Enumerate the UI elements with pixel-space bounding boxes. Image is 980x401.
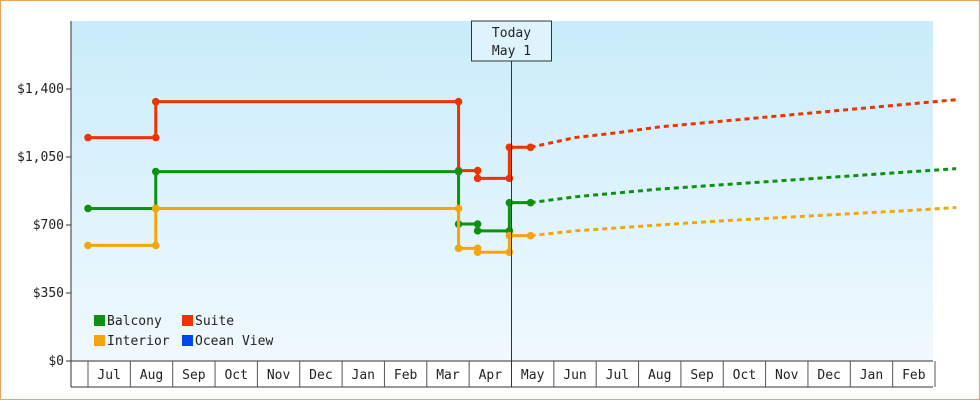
interior-point <box>151 204 160 213</box>
today-date-label: May 1 <box>492 44 531 59</box>
balcony-point <box>505 198 514 207</box>
x-tick-label: Oct <box>733 368 756 383</box>
suite-history-line <box>88 100 531 180</box>
legend-swatch-ocean-view <box>182 335 193 346</box>
y-tick-label: $1,400 <box>17 82 64 97</box>
x-tick-label: Nov <box>775 368 799 383</box>
suite-point <box>505 174 514 183</box>
y-axis: $0 $350 $700 $1,050 $1,400 <box>17 21 72 387</box>
interior-point <box>505 248 514 256</box>
interior-point <box>473 248 482 256</box>
y-tick-label: $350 <box>33 286 64 301</box>
x-tick-label: Jul <box>97 368 120 383</box>
x-tick-label: Nov <box>267 368 291 383</box>
x-tick-label: Mar <box>436 368 460 383</box>
interior-point <box>454 204 463 213</box>
interior-point <box>151 241 160 250</box>
y-tick-label: $1,050 <box>17 150 64 165</box>
interior-point <box>505 231 514 240</box>
x-tick-label: Jan <box>860 368 883 383</box>
y-tick-label: $700 <box>33 218 64 233</box>
suite-point <box>473 174 482 183</box>
legend-label-ocean-view: Ocean View <box>195 334 273 349</box>
x-tick-label: Sep <box>690 368 714 383</box>
balcony-forecast-line <box>530 167 957 205</box>
balcony-point <box>473 227 482 235</box>
x-tick-label: Aug <box>140 368 163 383</box>
balcony-point <box>151 167 160 176</box>
x-tick-label: May <box>521 368 545 383</box>
legend-swatch-balcony <box>94 315 105 326</box>
legend-swatch-interior <box>94 335 105 346</box>
y-tick-label: $0 <box>48 354 64 369</box>
balcony-point <box>454 167 463 176</box>
suite-point <box>84 133 92 142</box>
balcony-point <box>84 204 92 213</box>
x-tick-label: Jul <box>606 368 629 383</box>
suite-point <box>454 97 463 106</box>
legend-label-suite: Suite <box>195 314 234 329</box>
today-marker: Today May 1 <box>471 20 552 387</box>
series-layer <box>84 97 957 256</box>
suite-forecast-line <box>530 98 957 149</box>
suite-point <box>151 133 160 142</box>
legend: Balcony Suite Interior Ocean View <box>94 314 273 349</box>
today-label: Today <box>492 26 531 41</box>
x-axis: Jul Aug Sep Oct Nov Dec Jan Feb Mar Apr May Jun Jul A… <box>71 360 936 388</box>
balcony-point <box>473 220 482 228</box>
x-tick-label: Feb <box>394 368 418 383</box>
today-box <box>471 20 552 62</box>
legend-label-interior: Interior <box>107 334 170 349</box>
x-tick-label: Dec <box>817 368 840 383</box>
interior-point <box>454 244 463 253</box>
x-tick-label: Feb <box>902 368 926 383</box>
suite-point <box>473 166 482 175</box>
interior-point <box>84 241 92 250</box>
suite-point <box>505 143 514 152</box>
x-tick-label: Dec <box>309 368 332 383</box>
x-tick-label: Sep <box>182 368 206 383</box>
legend-swatch-suite <box>182 315 193 326</box>
legend-label-balcony: Balcony <box>107 314 162 329</box>
x-tick-label: Jun <box>563 368 586 383</box>
x-tick-label: Jan <box>352 368 375 383</box>
x-tick-label: Aug <box>648 368 671 383</box>
balcony-history-line <box>88 170 531 233</box>
suite-point <box>151 97 160 106</box>
x-tick-label: Apr <box>479 368 503 383</box>
interior-history-line <box>88 206 531 254</box>
interior-forecast-line <box>530 206 957 238</box>
plot-background <box>71 21 933 361</box>
x-tick-label: Oct <box>224 368 247 383</box>
